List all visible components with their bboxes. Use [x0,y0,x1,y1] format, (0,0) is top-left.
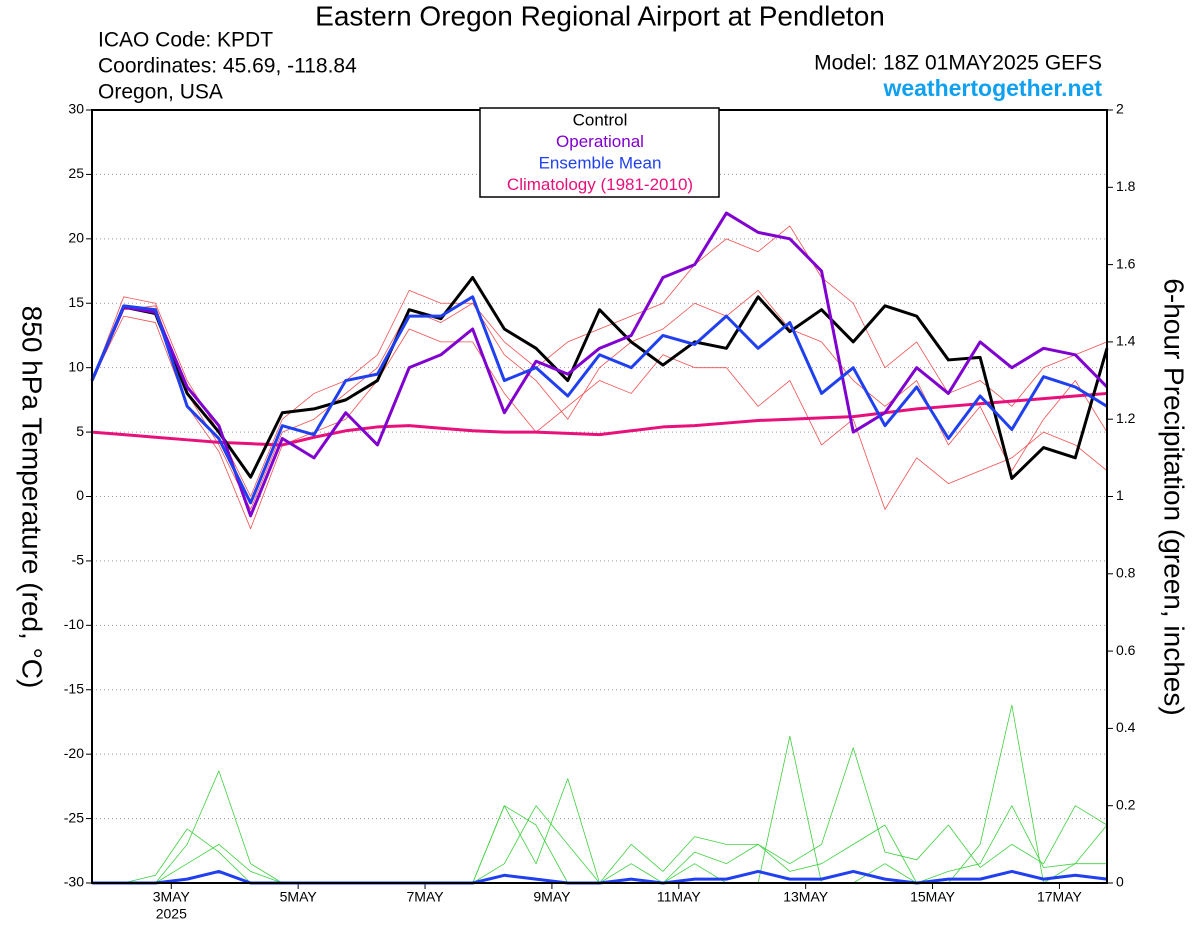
y-tick-label: 25 [68,165,84,181]
y2-tick-label: 1.8 [1116,178,1136,194]
legend-entry: Control [573,110,628,129]
member-line [91,315,1108,530]
x-tick-label: 5MAY [280,889,318,905]
member-line [91,289,1108,510]
x-tick-label: 15MAY [910,889,956,905]
y2-tick-label: 0.6 [1116,642,1136,658]
y-tick-label: 20 [68,230,84,246]
y-axis-label: 850 hPa Temperature (red, °C) [17,306,48,689]
location: Oregon, USA [98,81,223,104]
y2-tick-label: 0.4 [1116,719,1136,735]
y-tick-label: -30 [64,874,84,890]
y-tick-label: 30 [68,101,84,117]
y2-tick-label: 1 [1116,487,1124,503]
y-tick-label: 5 [76,423,84,439]
y-tick-label: -10 [64,616,84,632]
model: Model: 18Z 01MAY2025 GEFS [814,52,1102,75]
precip-member-line [92,747,1108,884]
x-tick-label: 13MAY [783,889,829,905]
legend-box [479,107,720,198]
y2-axis-label: 6-hour Precipitation (green, inches) [1159,278,1190,715]
series-line [91,391,1108,447]
x-tick-label: 17MAY [1037,889,1083,905]
x-year-label: 2025 [156,906,187,922]
coordinates: Coordinates: 45.69, -118.84 [98,55,357,78]
precip-member-line [92,704,1107,884]
legend-entry: Ensemble Mean [539,153,662,172]
x-tick-label: 9MAY [533,889,571,905]
series-line [90,211,1109,518]
website: weathertogether.net [882,75,1102,101]
y2-tick-label: 1.4 [1116,333,1136,349]
legend-entry: Operational [556,132,644,151]
chart-title: Eastern Oregon Regional Airport at Pendl… [315,0,885,31]
y-tick-label: -5 [72,552,85,568]
x-tick-label: 11MAY [657,889,701,905]
series-line [90,275,1109,480]
y2-tick-label: 0.2 [1116,796,1136,812]
y-tick-label: -20 [64,745,84,761]
legend-entry: Climatology (1981-2010) [507,175,693,194]
y-tick-label: 0 [76,487,84,503]
y2-tick-label: 2 [1116,101,1124,117]
y2-tick-label: 1.6 [1116,255,1136,271]
y-tick-label: -15 [64,680,84,696]
y-tick-label: -25 [64,809,84,825]
x-tick-label: 3MAY [153,889,191,905]
series-line [90,295,1108,505]
y-tick-label: 10 [68,358,84,374]
member-line [91,225,1108,497]
y2-tick-label: 1.2 [1116,410,1136,426]
y2-tick-label: 0 [1116,874,1124,890]
x-tick-label: 7MAY [407,889,445,905]
y2-tick-label: 0.8 [1116,565,1136,581]
y-tick-label: 15 [68,294,84,310]
icao: ICAO Code: KPDT [98,29,273,52]
